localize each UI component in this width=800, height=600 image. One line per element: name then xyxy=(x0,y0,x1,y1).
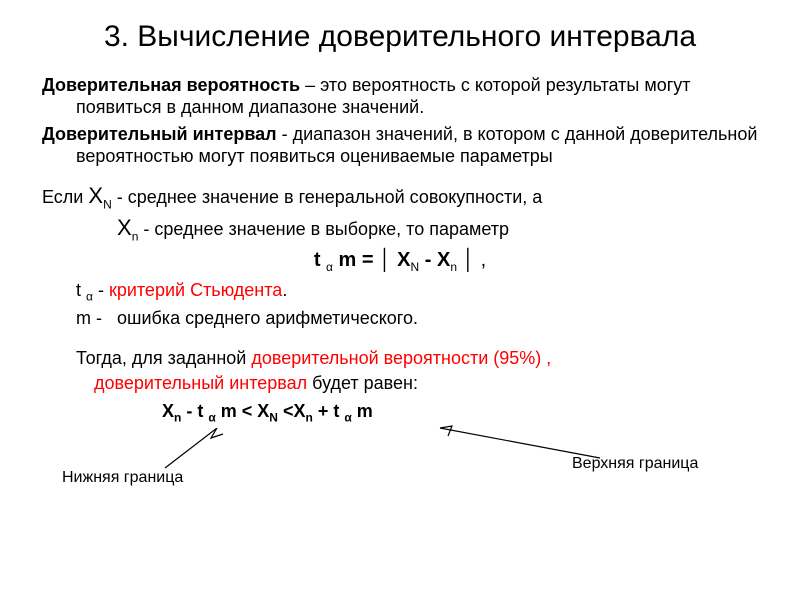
then-block: Тогда, для заданной доверительной вероят… xyxy=(42,347,758,394)
formula-main: t α m = │ XN - Xn │ , xyxy=(42,248,758,275)
definition-probability: Доверительная вероятность – это вероятно… xyxy=(42,74,758,119)
iq-N: N xyxy=(269,411,278,425)
if-suffix: - среднее значение в генеральной совокуп… xyxy=(112,187,543,207)
then1-red: доверительной вероятности (95%) , xyxy=(251,348,551,368)
if2-suffix: - среднее значение в выборке, то парамет… xyxy=(138,219,509,239)
iq-b: - t xyxy=(181,401,208,421)
var-xn: Xn xyxy=(117,215,138,240)
iq-a: X xyxy=(162,401,174,421)
then-line-1: Тогда, для заданной доверительной вероят… xyxy=(76,347,758,370)
t-c: . xyxy=(282,280,287,300)
iq-al1: α xyxy=(208,411,215,425)
if-block: Если XN - среднее значение в генеральной… xyxy=(42,182,758,245)
var-xN: XN xyxy=(88,183,111,208)
iq-al2: α xyxy=(344,411,351,425)
f-N: N xyxy=(411,260,420,274)
f-left: t xyxy=(314,249,326,271)
upper-bound-label: Верхняя граница xyxy=(572,454,698,474)
term-interval: Доверительный интервал xyxy=(42,124,277,144)
iq-c: m < X xyxy=(216,401,270,421)
m-error-line: m - ошибка среднего арифметического. xyxy=(66,307,758,330)
t-alpha: α xyxy=(86,290,93,304)
definition-interval: Доверительный интервал - диапазон значен… xyxy=(42,123,758,168)
then2-red: доверительный интервал xyxy=(94,373,307,393)
f-mid2: - X xyxy=(419,249,450,271)
lower-bound-label: Нижняя граница xyxy=(62,468,183,488)
t-criterion-line: t α - критерий Стьюдента. xyxy=(66,279,758,305)
iq-n2: n xyxy=(305,411,312,425)
then-line-2: доверительный интервал будет равен: xyxy=(94,372,758,395)
f-n: n xyxy=(450,260,457,274)
f-end: │ , xyxy=(457,249,486,271)
f-mid: m = │ X xyxy=(333,249,411,271)
boundary-labels: Нижняя граница Верхняя граница xyxy=(42,428,758,488)
slide-body: Доверительная вероятность – это вероятно… xyxy=(42,74,758,488)
f-alpha: α xyxy=(326,260,333,274)
if-line-1: Если XN - среднее значение в генеральной… xyxy=(42,182,758,212)
then2-b: будет равен: xyxy=(307,373,418,393)
slide-title: 3. Вычисление доверительного интервала xyxy=(42,18,758,56)
iq-e: + t xyxy=(313,401,345,421)
inequality: Xn - t α m < XN <Xn + t α m xyxy=(162,400,758,426)
iq-f: m xyxy=(352,401,373,421)
term-probability: Доверительная вероятность xyxy=(42,75,300,95)
student-criterion: критерий Стьюдента xyxy=(109,280,282,300)
if2-prefix xyxy=(42,219,117,239)
then1-a: Тогда, для заданной xyxy=(76,348,251,368)
slide: 3. Вычисление доверительного интервала Д… xyxy=(0,0,800,600)
t-b: - xyxy=(93,280,109,300)
iq-d: <X xyxy=(278,401,306,421)
if-prefix: Если xyxy=(42,187,88,207)
if-line-2: Xn - среднее значение в выборке, то пара… xyxy=(42,214,758,244)
t-a: t xyxy=(66,280,86,300)
